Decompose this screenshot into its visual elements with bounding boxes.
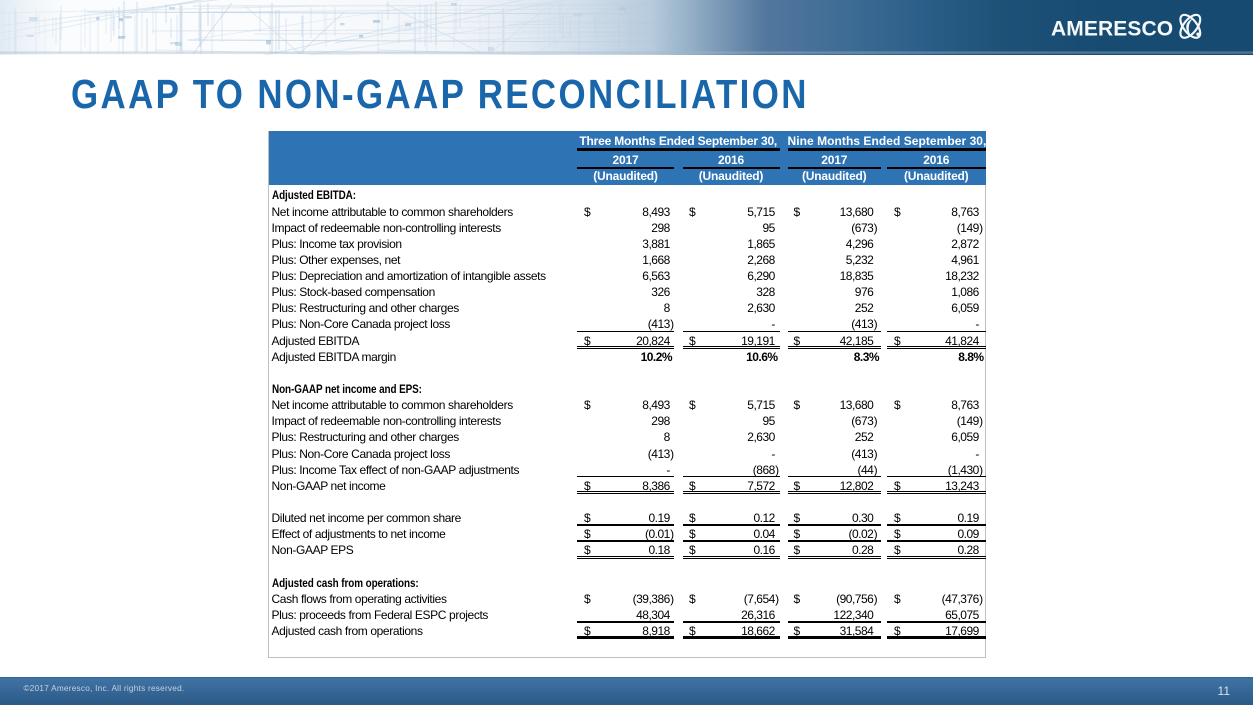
svg-text:AMERESCO: AMERESCO — [1051, 17, 1173, 40]
